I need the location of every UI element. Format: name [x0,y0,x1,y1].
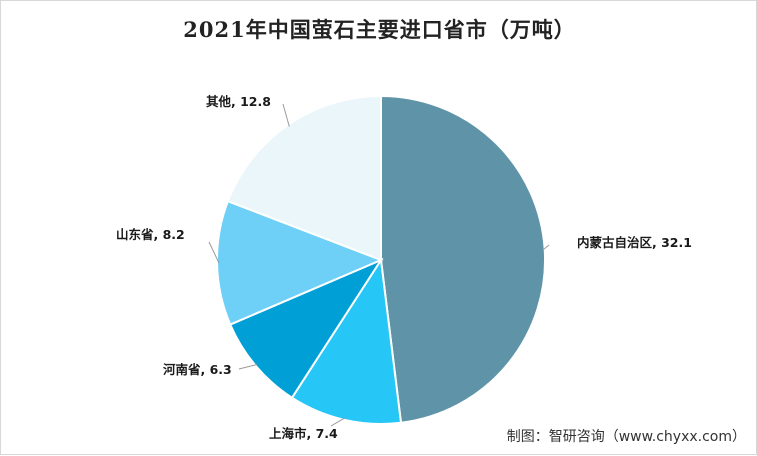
source-credit: 制图：智研咨询（www.chyxx.com） [506,429,746,445]
pie-slice-4 [226,94,382,262]
leader-line-1 [330,417,345,427]
pie-slices [216,94,546,426]
chart-title: 2021年中国萤石主要进口省市（万吨） [183,17,576,42]
pie-slice-1 [290,257,403,426]
slice-label-4: 其他, 12.8 [206,94,271,109]
slice-label-0: 内蒙古自治区, 32.1 [577,235,692,250]
leader-line-0 [542,244,550,251]
slice-labels: 内蒙古自治区, 32.1 上海市, 7.4 河南省, 6.3 山东省, 8.2 其他, … [116,94,692,441]
leader-line-4 [282,103,290,127]
leader-lines [208,103,550,427]
slice-label-1: 上海市, 7.4 [269,426,338,441]
leader-line-3 [208,241,220,264]
slice-label-3: 山东省, 8.2 [116,227,185,242]
leader-line-2 [238,364,258,370]
pie-slice-3 [216,199,384,326]
pie-slice-0 [380,94,546,424]
pie-slice-2 [228,257,384,400]
slice-label-2: 河南省, 6.3 [163,362,232,377]
